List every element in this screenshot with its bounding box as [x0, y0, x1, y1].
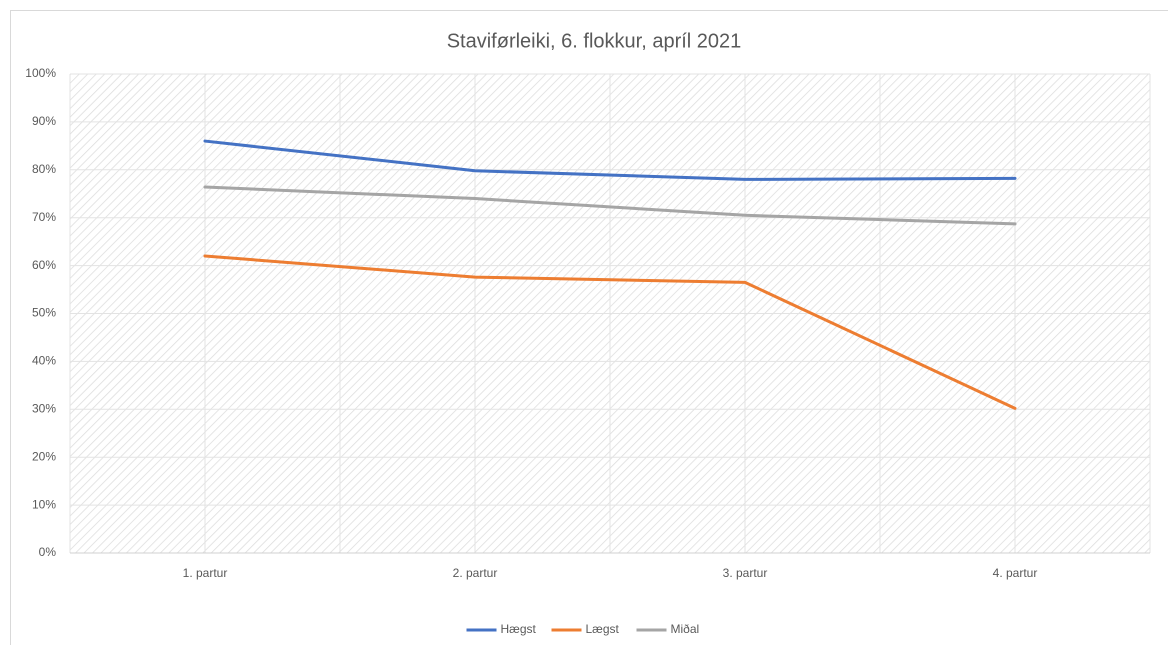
y-tick-label: 10%	[32, 497, 56, 511]
y-tick-label: 60%	[32, 258, 56, 272]
x-tick-label: 3. partur	[723, 566, 768, 580]
y-tick-label: 30%	[32, 401, 56, 415]
y-tick-label: 80%	[32, 162, 56, 176]
x-tick-label: 4. partur	[993, 566, 1038, 580]
x-tick-label: 2. partur	[453, 566, 498, 580]
y-tick-label: 100%	[25, 66, 56, 80]
y-tick-label: 70%	[32, 210, 56, 224]
y-tick-label: 50%	[32, 306, 56, 320]
y-tick-label: 90%	[32, 114, 56, 128]
x-tick-label: 1. partur	[183, 566, 228, 580]
chart-title: Stavifø­rleiki, 6. flokkur, apríl 2021	[447, 30, 742, 52]
y-tick-label: 0%	[39, 545, 57, 559]
y-tick-label: 40%	[32, 354, 56, 368]
series-line	[203, 139, 1017, 181]
series-line	[203, 185, 1017, 226]
legend-label: Hægst	[501, 622, 537, 636]
series-line	[203, 254, 1017, 410]
chart-border	[10, 10, 1168, 645]
legend-label: Miðal	[671, 622, 700, 636]
legend-label: Lægst	[586, 622, 620, 636]
y-tick-label: 20%	[32, 449, 56, 463]
